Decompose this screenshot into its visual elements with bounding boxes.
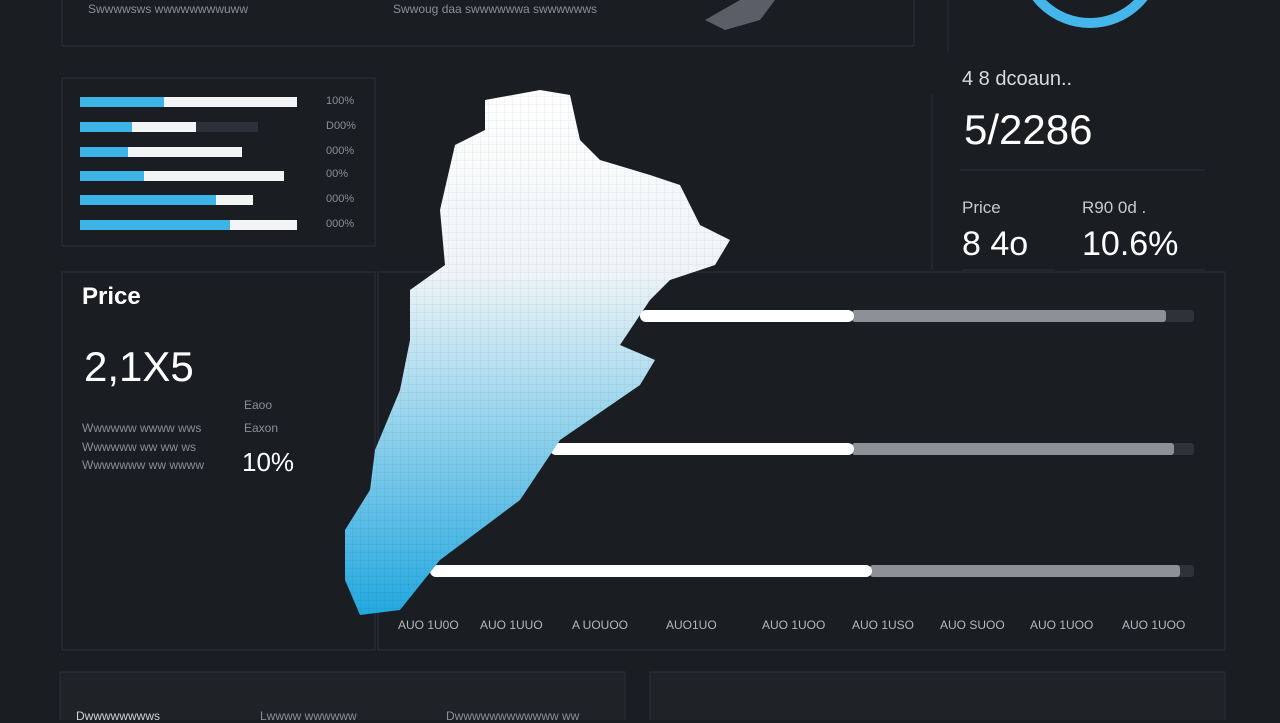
change-value: 10% — [242, 447, 295, 477]
text: Swwwwsws wwwwwwwwuww — [88, 2, 249, 16]
axis-label: AUO 1UOO — [762, 618, 826, 632]
stat-label: Price — [962, 198, 1001, 217]
bar-label: 100% — [326, 95, 355, 107]
axis-label: AUO 1UOO — [1030, 618, 1094, 632]
change-label: Eaxon — [244, 421, 279, 435]
axis-label: AUO 1USO — [852, 618, 915, 632]
stat-label: R90 0d . — [1082, 198, 1147, 217]
bar-label: 000% — [326, 145, 355, 157]
shape — [705, 0, 775, 30]
bar-label: D00% — [326, 120, 356, 132]
stat-value: 8 4o — [962, 225, 1029, 263]
panel — [61, 77, 376, 247]
panel — [61, 0, 915, 47]
change-label: Eaoo — [244, 398, 273, 412]
panel — [649, 671, 1226, 720]
card-title: Price — [82, 283, 141, 310]
card-title: 4 8 dcoaun.. — [962, 68, 1073, 90]
card-value: 5/2286 — [964, 106, 1093, 153]
bar-label: 000% — [326, 218, 355, 230]
bar-label: 000% — [326, 193, 355, 205]
axis-label: AUO 1U0O — [398, 618, 459, 632]
axis-label: A UOUOO — [572, 618, 629, 632]
card-value: 2,1X5 — [84, 343, 194, 390]
panel — [59, 671, 626, 720]
text: Dwwwwwwwws — [76, 709, 160, 723]
ring — [1032, 0, 1148, 28]
h-bars — [430, 310, 1194, 577]
note: Wwwwww ww ww ws — [82, 440, 196, 454]
text: Swwoug daa swwwwwwa swwwwwws — [393, 2, 598, 16]
progress-bars — [80, 97, 297, 230]
axis-label: AUO1UO — [666, 618, 717, 632]
axis-label: AUO SUOO — [940, 618, 1005, 632]
note: Wwwwww wwww wws — [82, 421, 202, 435]
bar-label: 00% — [326, 168, 349, 180]
note: Wwwwwww ww wwww — [82, 458, 204, 472]
axis-label: AUO 1UOO — [1122, 618, 1186, 632]
text: Lwwww wwwwww — [260, 709, 357, 723]
axis-label: AUO 1UUO — [480, 618, 543, 632]
stat-value: 10.6% — [1082, 225, 1179, 263]
map — [345, 90, 730, 615]
text: Dwwwwwwwwwwww ww — [446, 709, 580, 723]
